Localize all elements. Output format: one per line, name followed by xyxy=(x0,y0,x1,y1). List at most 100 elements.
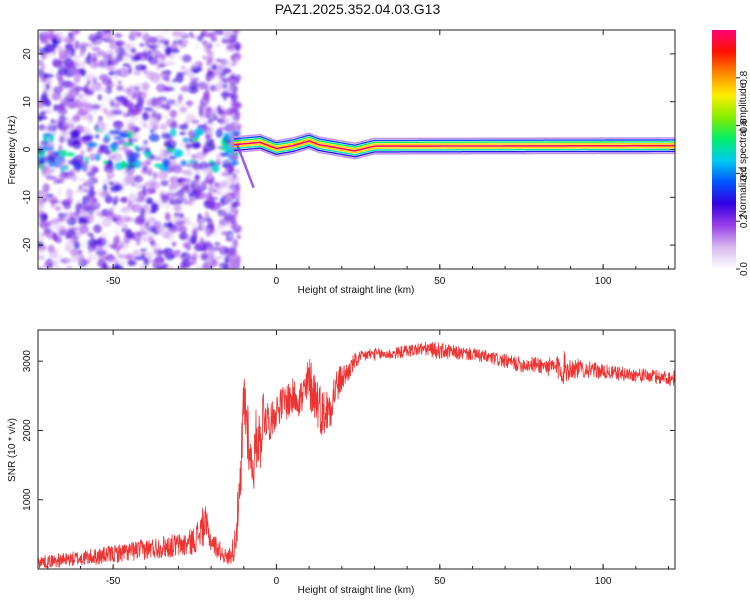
spectrogram-tone-band xyxy=(233,141,675,154)
spectrogram-noise-blob xyxy=(201,40,208,46)
spectrogram-noise-blob xyxy=(54,119,59,128)
spectrogram-noise-blob xyxy=(41,64,46,70)
spectrogram-noise-blob xyxy=(80,160,89,169)
spectrogram-noise-blob xyxy=(52,58,58,68)
spectrogram-noise-blob xyxy=(106,257,116,264)
spectrogram-noise-blob xyxy=(152,78,162,84)
spectrogram-noise-blob xyxy=(169,128,177,138)
snr-y-ticks: 1000 2000 3000 xyxy=(22,350,675,511)
spectrogram-noise-blob xyxy=(151,181,161,190)
spectrogram-noise-blob xyxy=(154,256,165,265)
spectrogram-noise-blob xyxy=(81,103,92,108)
y-tick-label: 2000 xyxy=(22,419,33,442)
spectrogram-noise-blob xyxy=(143,251,153,260)
spectrogram-noise-blob xyxy=(48,133,55,143)
spectrogram-noise-blob xyxy=(171,241,177,247)
spectrogram-noise-blob xyxy=(153,75,160,81)
spectrogram-noise-blob xyxy=(46,149,52,156)
spectrogram-noise-blob xyxy=(64,69,75,78)
spectrogram-noise-blob xyxy=(182,68,192,75)
spectrogram-noise-blob xyxy=(187,187,192,193)
spectrogram-noise-blob xyxy=(206,128,213,136)
spectrogram-noise-blob xyxy=(151,243,162,253)
spectrogram-noise-blob xyxy=(43,108,53,115)
spectrogram-noise-blob xyxy=(145,51,152,59)
spectrogram-noise-blob xyxy=(171,48,180,54)
spectrogram-noise-blob xyxy=(139,224,146,232)
spectrogram-noise-blob xyxy=(142,112,150,121)
spectrogram-noise-blob xyxy=(62,218,71,223)
spectrogram-noise-blob xyxy=(116,85,124,92)
spectrogram-noise-blob xyxy=(219,31,225,36)
spectrogram-noise-blob xyxy=(122,88,132,94)
spectrogram-noise-blob xyxy=(60,130,69,136)
spectrogram-noise-blob xyxy=(117,80,122,85)
spectrogram-noise-blob xyxy=(108,243,118,249)
spectrogram-noise-blob xyxy=(49,225,58,231)
spectrogram-noise-blob xyxy=(144,107,154,112)
spectrogram-noise-blob xyxy=(113,228,120,237)
spectrogram-noise-blob xyxy=(70,47,76,57)
spectrogram-noise-blob xyxy=(151,47,157,53)
spectrogram-noise-blob xyxy=(158,226,168,234)
spectrogram-noise-blob xyxy=(160,148,168,157)
spectrogram-noise-blob xyxy=(165,76,170,83)
spectrogram-noise-blob xyxy=(122,99,133,108)
spectrogram-noise-blob xyxy=(117,254,127,259)
spectrogram-noise-blob xyxy=(48,249,58,259)
spectrogram-noise-blob xyxy=(57,161,69,170)
spectrogram-noise-blob xyxy=(63,50,73,60)
spectrogram-noise-blob xyxy=(230,124,236,133)
spectrogram-noise-blob xyxy=(133,127,141,131)
spectrogram-noise-blob xyxy=(129,116,140,121)
spectrogram-noise-blob xyxy=(145,146,151,154)
colorbar-label: Normalized spectral amplitude xyxy=(738,82,749,217)
spectrogram-noise-blob xyxy=(42,198,48,203)
snr-x-axis-label: Height of straight line (km) xyxy=(298,585,415,596)
spectrogram-noise-blob xyxy=(213,43,223,48)
spectrogram-noise-blob xyxy=(72,140,82,150)
spectrogram-noise-blob xyxy=(187,129,196,139)
spectrogram-noise-blob xyxy=(60,149,67,158)
spectrogram-noise-blob xyxy=(217,80,224,89)
spectrogram-tone-band xyxy=(233,145,675,158)
spectrogram-noise-blob xyxy=(179,124,189,131)
spectrogram-noise-blob xyxy=(160,103,171,109)
spectrogram-noise-blob xyxy=(44,53,54,58)
spectrogram-noise-blob xyxy=(125,177,131,186)
spectrogram-noise-blob xyxy=(105,211,116,220)
spectrogram-x-axis-label: Height of straight line (km) xyxy=(298,285,415,296)
spectrogram-noise-blob xyxy=(193,175,201,180)
spectrogram-noise-blob xyxy=(188,72,195,79)
spectrogram-noise-blob xyxy=(227,123,232,133)
spectrogram-noise-blob xyxy=(209,138,215,146)
spectrogram-noise-blob xyxy=(202,122,208,133)
spectrogram-noise-blob xyxy=(45,83,50,91)
spectrogram-noise-blob xyxy=(130,190,136,200)
spectrogram-noise-blob xyxy=(78,249,83,256)
colorbar-tick-label: 0.6 xyxy=(739,118,750,132)
spectrogram-noise-blob xyxy=(115,67,123,74)
spectrogram-noise-blob xyxy=(97,237,107,247)
spectrogram-noise-blob xyxy=(108,129,120,135)
spectrogram-noise-blob xyxy=(89,61,100,69)
spectrogram-noise-blob xyxy=(145,40,150,48)
spectrogram-noise-blob xyxy=(235,130,240,138)
spectrogram-noise-blob xyxy=(74,30,81,35)
spectrogram-noise-blob xyxy=(76,110,88,116)
spectrogram-noise-blob xyxy=(219,152,228,157)
spectrogram-noise-blob xyxy=(134,159,142,169)
spectrogram-noise-blob xyxy=(123,217,135,222)
spectrogram-noise-blob xyxy=(208,246,215,257)
spectrogram-noise-blob xyxy=(38,192,46,198)
spectrogram-noise-blob xyxy=(84,179,93,188)
spectrogram-noise-blob xyxy=(224,195,234,205)
spectrogram-noise-blob xyxy=(199,161,209,171)
spectrogram-noise-blob xyxy=(194,42,200,51)
spectrogram-noise-blob xyxy=(205,59,212,67)
spectrogram-noise-blob xyxy=(157,171,163,176)
y-tick-label: 20 xyxy=(22,48,33,60)
spectrogram-noise-blob xyxy=(137,190,147,199)
spectrogram-noise-blob xyxy=(159,123,167,130)
spectrogram-noise-blob xyxy=(45,175,55,180)
